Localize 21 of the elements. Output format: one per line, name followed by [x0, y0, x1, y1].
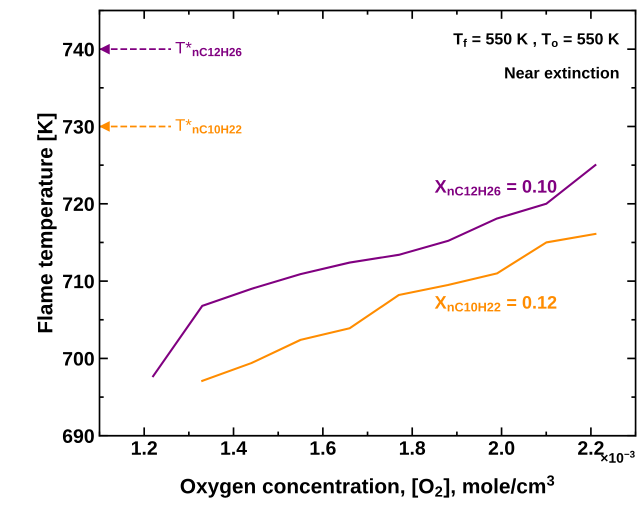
y-tick-label: 690: [62, 429, 94, 443]
x-tick-label: 1.8: [400, 441, 426, 455]
y-tick-label: 710: [63, 274, 94, 288]
y-tick-label: 740: [63, 42, 94, 56]
annotation: T$_{f}$ = 550 K , T$_{o}$ = 550 K: [453, 33, 620, 48]
series-label: X$_{nC10H22}$ = 0.12: [434, 296, 556, 312]
line-series: [201, 232, 596, 382]
series-label: X$_{nC12H26}$ = 0.10: [434, 180, 556, 196]
y-tick-label: 730: [63, 120, 94, 134]
y-axis-title: Flame temperature [K]: [37, 114, 57, 332]
y-tick-label: 700: [63, 352, 94, 366]
ref-line-label: T*$_{nC12H26}$: [176, 42, 242, 56]
line-series: [152, 164, 596, 378]
x-tick-label: 1.2: [132, 441, 157, 455]
x-tick-label: 1.6: [310, 441, 336, 455]
x-tick-label: 1.4: [221, 441, 247, 455]
annotation: Near extinction: [505, 66, 619, 79]
y-tick-label: 720: [63, 197, 94, 212]
ref-line-label: T*$_{nC10H22}$: [176, 119, 242, 134]
x-tick-label: 2.0: [488, 441, 514, 455]
x-axis-title: Oxygen concentration, [O$_{2}$], mole/cm$^{3}$: [180, 475, 554, 498]
